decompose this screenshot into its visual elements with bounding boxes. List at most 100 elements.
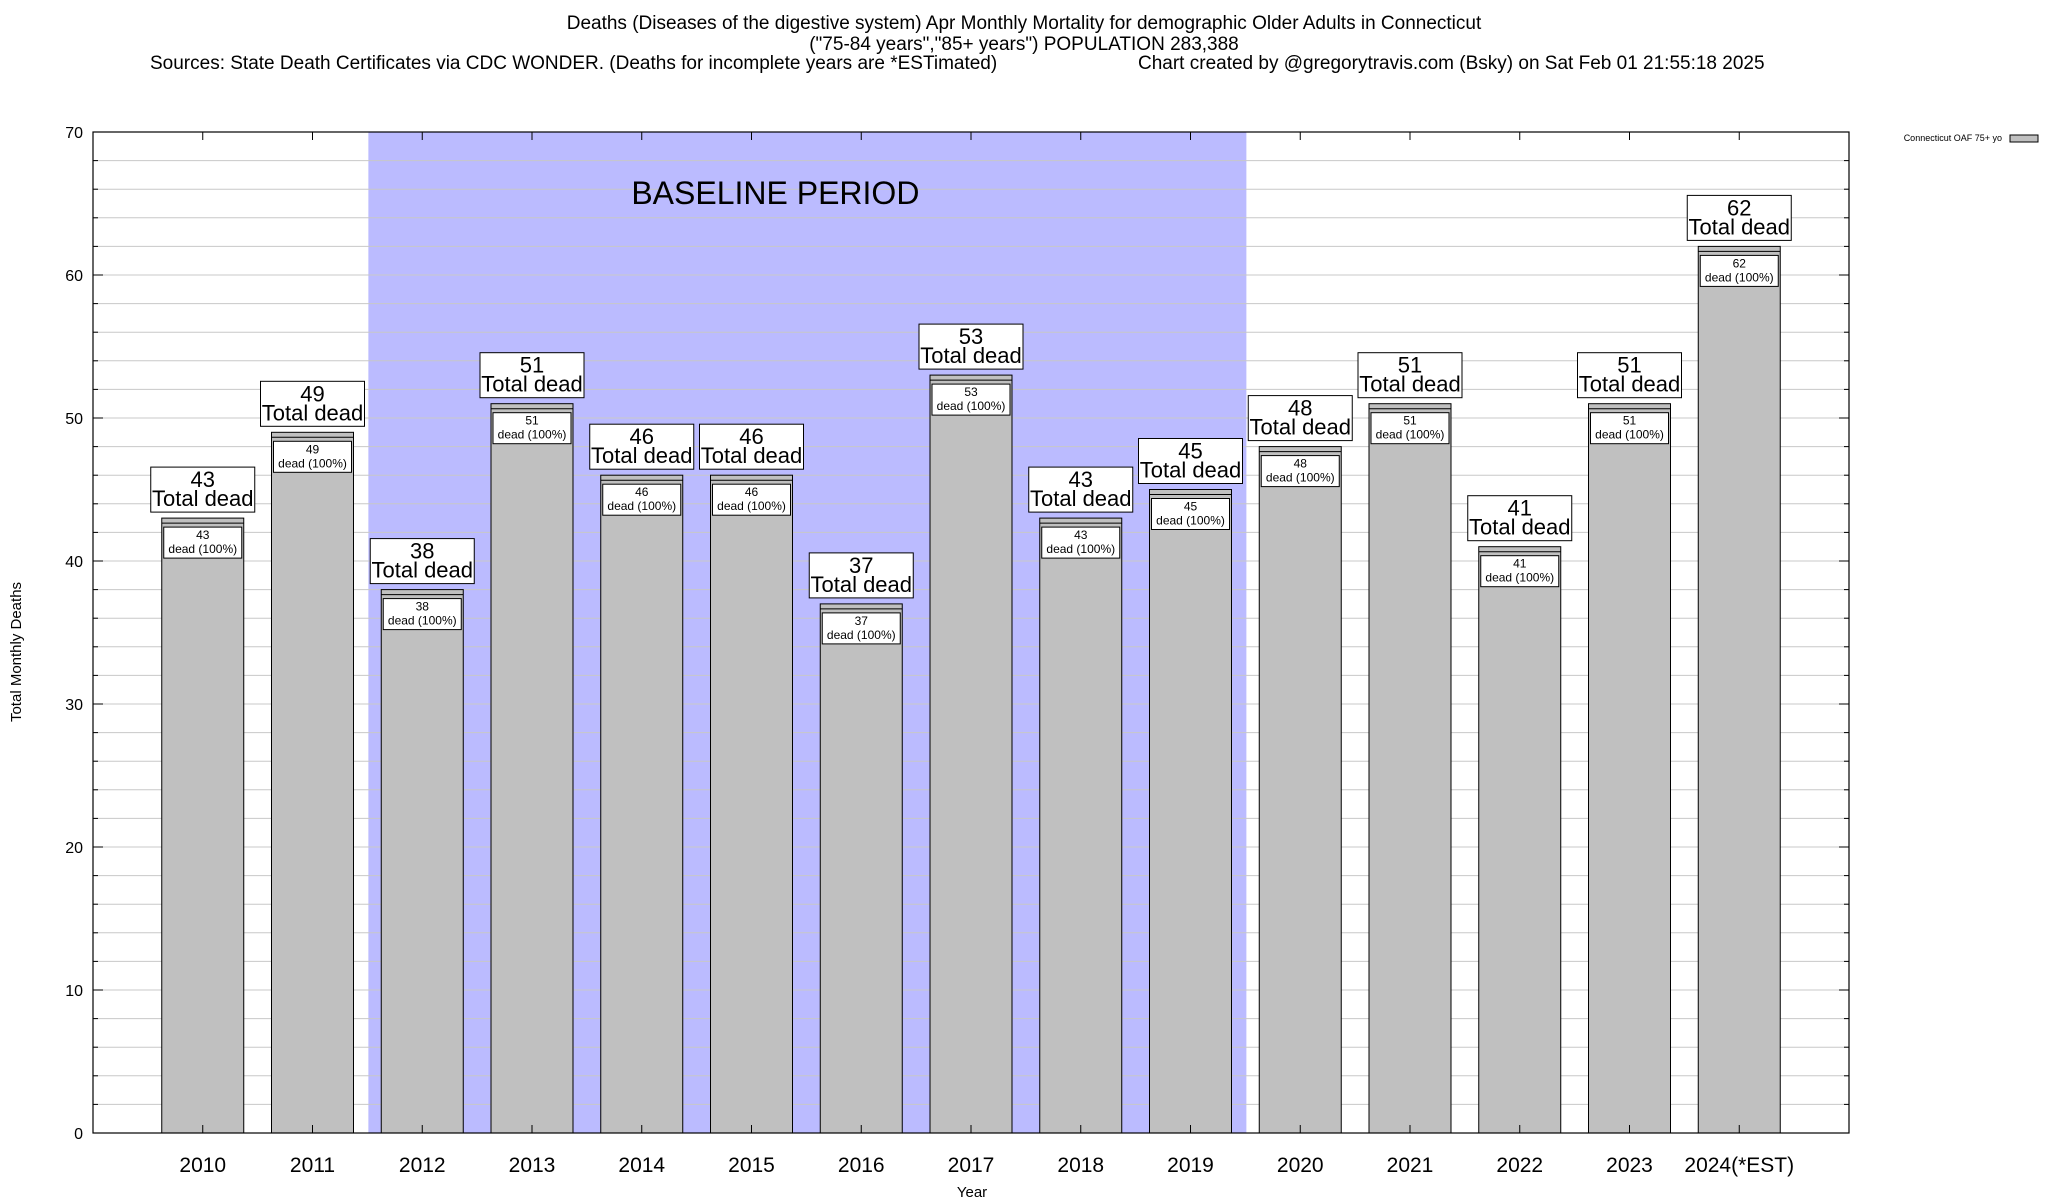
bar-inner-label-box — [492, 412, 572, 445]
bar-inner-value: 41 — [1513, 557, 1527, 571]
bar — [1258, 446, 1342, 1134]
bar-total-label-box — [369, 538, 475, 585]
bar-total-value: 43 — [1069, 467, 1093, 492]
bar-inner-value: 62 — [1733, 256, 1747, 270]
bar-total-label-box — [1357, 352, 1463, 399]
bar — [1149, 489, 1232, 1134]
bar-inner-value: 43 — [1074, 528, 1088, 542]
x-tick-label: 2010 — [179, 1154, 226, 1177]
bar-inner-value: 37 — [855, 614, 869, 628]
bar-inner-label: dead (100%) — [168, 542, 237, 556]
bar-total-label: Total dead — [701, 443, 803, 468]
legend-swatch — [2009, 134, 2039, 143]
bar-total-value: 62 — [1727, 195, 1751, 220]
y-tick-label: 10 — [65, 983, 83, 1000]
bar — [380, 589, 464, 1134]
bar-inner-value: 46 — [745, 485, 759, 499]
bar-inner-label-box — [1041, 526, 1121, 559]
x-tick-label: 2011 — [290, 1154, 335, 1177]
bar-inner-label-box — [163, 526, 243, 559]
y-tick-label: 60 — [65, 268, 83, 285]
bar-inner-label: dead (100%) — [278, 456, 347, 470]
bar-total-value: 45 — [1178, 439, 1202, 464]
bar-inner-label: dead (100%) — [937, 399, 1006, 413]
x-tick-label: 2022 — [1496, 1154, 1543, 1177]
bar-total-label-box — [1577, 352, 1682, 399]
y-tick-label: 50 — [65, 411, 83, 428]
bar-total-label: Total dead — [481, 372, 583, 397]
bar-inner-label: dead (100%) — [1156, 514, 1225, 528]
chart-title-line2: ("75-84 years","85+ years") POPULATION 2… — [809, 34, 1239, 55]
bar-inner-label-box — [602, 483, 682, 516]
x-tick-label: 2020 — [1277, 1154, 1324, 1177]
bar-total-label-box — [1028, 466, 1134, 513]
bar — [929, 374, 1013, 1134]
y-tick-label: 20 — [65, 840, 83, 857]
bar-total-label-box — [808, 552, 914, 599]
bar-total-label: Total dead — [1249, 415, 1351, 440]
bar-total-value: 51 — [1617, 353, 1641, 378]
bar-total-label-box — [699, 423, 804, 470]
bar-inner-label: dead (100%) — [388, 614, 457, 628]
bar — [710, 474, 793, 1134]
bar-inner-value: 48 — [1294, 457, 1308, 471]
bar-total-label: Total dead — [1579, 372, 1681, 397]
bar — [1368, 403, 1452, 1134]
bar-inner-label-box — [1151, 498, 1230, 530]
x-tick-label: 2013 — [509, 1154, 556, 1177]
bar-inner-value: 53 — [964, 385, 978, 399]
bar-inner-label-box — [273, 440, 352, 473]
x-tick-label: 2014 — [618, 1154, 665, 1177]
y-tick-label: 0 — [74, 1126, 83, 1143]
bar-inner-label: dead (100%) — [1485, 571, 1554, 585]
bar-inner-label: dead (100%) — [1705, 270, 1774, 284]
legend-label: Connecticut OAF 75+ yo — [1904, 133, 2002, 143]
bar-total-label-box — [150, 466, 256, 513]
x-tick-label: 2021 — [1387, 1154, 1434, 1177]
bar-inner-label-box — [1590, 412, 1669, 445]
bar-inner-label-box — [821, 612, 901, 645]
chart-credit: Chart created by @gregorytravis.com (Bsk… — [1138, 53, 1765, 74]
bar-inner-label: dead (100%) — [1376, 428, 1445, 442]
bar — [1697, 245, 1781, 1134]
bar-inner-label-box — [1699, 254, 1779, 287]
bar-inner-label: dead (100%) — [607, 499, 676, 513]
bar-inner-label-box — [382, 598, 462, 631]
bar-total-label-box — [479, 352, 585, 399]
bar-inner-value: 46 — [635, 485, 649, 499]
bar-total-label: Total dead — [1030, 486, 1132, 511]
bar-inner-label: dead (100%) — [827, 628, 896, 642]
bar-total-value: 41 — [1508, 496, 1532, 521]
bar-total-label: Total dead — [1359, 372, 1461, 397]
chart-sources: Sources: State Death Certificates via CD… — [150, 53, 998, 74]
bar-total-label-box — [1686, 194, 1792, 241]
bar-total-value: 51 — [1398, 353, 1422, 378]
bar-total-label-box — [589, 423, 695, 470]
x-axis-label: Year — [957, 1184, 987, 1200]
bar-total-value: 46 — [630, 424, 654, 449]
bar-inner-label-box — [712, 483, 791, 516]
x-tick-label: 2015 — [728, 1154, 775, 1177]
y-axis-label: Total Monthly Deaths — [8, 582, 25, 722]
bar-inner-value: 51 — [1403, 414, 1417, 428]
bar — [1478, 546, 1562, 1134]
bar-total-label: Total dead — [920, 343, 1022, 368]
bar-inner-label: dead (100%) — [1266, 471, 1335, 485]
bar-inner-value: 43 — [196, 528, 210, 542]
y-tick-label: 40 — [65, 554, 83, 571]
bar — [490, 403, 574, 1134]
bar-inner-value: 38 — [416, 600, 430, 614]
x-tick-label: 2019 — [1167, 1154, 1214, 1177]
bar-total-label-box — [260, 380, 365, 427]
bar-inner-value: 45 — [1184, 500, 1198, 514]
chart-title-line1: Deaths (Diseases of the digestive system… — [566, 13, 1482, 34]
bar-inner-label: dead (100%) — [717, 499, 786, 513]
plot-frame — [92, 131, 1850, 1134]
bar-total-label: Total dead — [1688, 214, 1790, 239]
bar-total-label-box — [918, 323, 1024, 370]
bar-total-label: Total dead — [262, 400, 364, 425]
bar-total-value: 51 — [520, 353, 544, 378]
bar-inner-value: 49 — [306, 442, 320, 456]
bar — [600, 474, 684, 1134]
